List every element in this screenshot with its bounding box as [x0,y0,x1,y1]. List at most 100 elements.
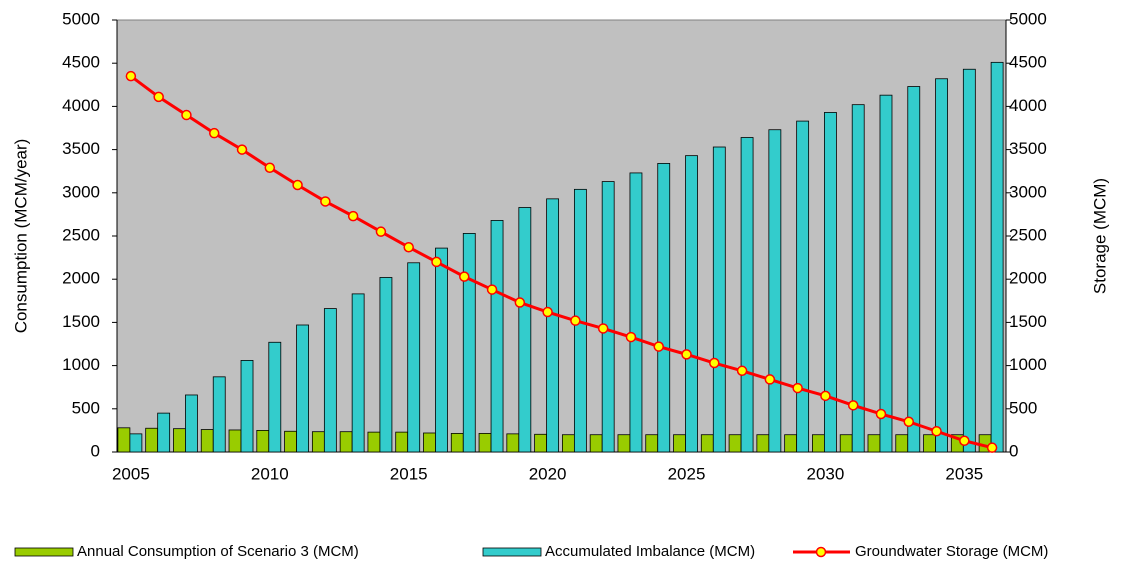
bar [935,78,948,453]
bar [768,129,782,453]
bar [173,428,186,453]
x-tick-label: 2025 [668,464,706,483]
bar [561,434,575,453]
marker [875,408,887,420]
y-tick-label: 3500 [62,139,100,158]
y2-tick-label: 2500 [1009,225,1047,244]
bar [657,163,671,453]
bar [185,394,198,453]
bar [296,324,309,453]
bar [268,341,282,453]
y-tick-label: 4000 [62,96,100,115]
y-tick-label: 1500 [62,312,100,331]
y2-tick-label: 5000 [1009,9,1047,28]
legend-swatch [482,547,542,557]
marker [486,284,498,295]
marker [903,416,915,428]
y-axis-title: Consumption (MCM/year) [11,139,30,334]
bar [685,155,698,453]
marker [347,210,359,222]
x-tick-label: 2005 [112,464,150,483]
bar [506,433,520,453]
y2-tick-label: 1500 [1009,312,1047,331]
bar [311,431,325,453]
marker [847,400,859,411]
y-tick-label: 3000 [62,182,100,201]
x-tick-label: 2010 [251,464,289,483]
marker [986,442,998,453]
legend-label: Groundwater Storage (MCM) [855,543,1048,560]
marker [820,390,831,402]
bar [339,431,353,453]
marker [292,179,303,191]
y-tick-label: 500 [72,398,100,417]
marker [153,91,164,103]
marker [375,226,387,237]
y2-tick-label: 3500 [1009,139,1047,158]
bar [601,181,615,453]
legend-swatch [14,547,74,557]
bar [351,293,365,453]
bar [379,277,393,453]
marker [125,70,137,82]
bar [589,434,603,453]
bar [129,433,143,453]
y2-tick-label: 1000 [1009,355,1047,374]
bar [518,207,532,453]
x-tick-label: 2035 [945,464,983,483]
bar [923,434,936,453]
marker [431,256,442,268]
bar [407,262,421,453]
marker [681,349,692,360]
marker [709,357,720,369]
legend-marker [815,546,827,558]
marker [625,331,637,343]
bar [490,220,504,453]
marker [208,127,220,139]
bar [534,433,548,453]
bar [645,434,659,453]
marker [264,162,276,173]
marker [597,323,609,334]
y2-tick-label: 4500 [1009,53,1047,72]
bar [200,429,214,453]
bar [284,430,297,453]
bar [478,433,492,453]
bar [851,104,865,453]
bar [212,376,226,453]
bar [450,433,464,453]
marker [959,435,970,447]
marker [320,196,331,207]
bar [240,360,254,453]
bar [256,429,270,453]
bar [395,431,409,453]
y2-tick-label: 2000 [1009,269,1047,288]
bar [740,137,754,453]
marker [542,306,553,318]
y2-axis-title: Storage (MCM) [1090,178,1109,294]
y-tick-label: 5000 [62,9,100,28]
bar [617,434,631,453]
bar [712,146,726,453]
marker [736,365,748,377]
bar [839,434,853,453]
y-tick-label: 0 [91,441,100,460]
y2-tick-label: 0 [1009,441,1018,460]
bar [117,427,131,453]
bar [462,233,476,453]
bar [629,172,643,453]
bar [673,434,686,453]
x-tick-label: 2030 [807,464,845,483]
marker [403,241,414,253]
bar [323,308,337,453]
marker [181,109,192,121]
marker [459,271,470,282]
y2-tick-label: 500 [1009,398,1037,417]
bar [700,434,714,453]
y2-tick-label: 3000 [1009,182,1047,201]
bar [423,432,436,453]
marker [764,374,776,385]
bar [228,429,242,453]
